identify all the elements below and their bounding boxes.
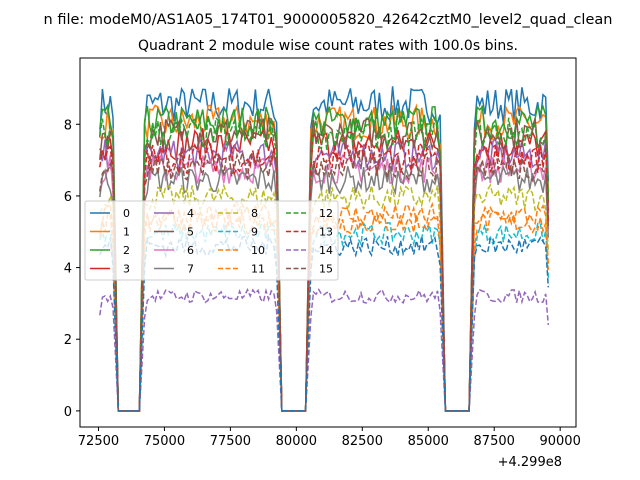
- legend-label: 7: [187, 263, 194, 276]
- series-line-13: [99, 142, 550, 412]
- y-tick-label: 6: [64, 190, 72, 205]
- series-line-5: [99, 116, 550, 412]
- plot-area-frame: [79, 57, 577, 428]
- legend-label: 6: [187, 244, 194, 257]
- legend-label: 0: [123, 207, 130, 220]
- legend-label: 14: [319, 244, 333, 257]
- y-tick-label: 0: [64, 405, 72, 420]
- legend-label: 10: [251, 244, 265, 257]
- legend-label: 3: [123, 263, 130, 276]
- series-line-8: [99, 182, 550, 412]
- x-tick-label: 82500: [342, 434, 383, 449]
- legend-label: 9: [251, 226, 258, 239]
- y-tick-label: 8: [64, 118, 72, 133]
- legend-label: 1: [123, 226, 130, 239]
- series-line-12: [99, 115, 550, 412]
- x-tick-label: 72500: [78, 434, 119, 449]
- legend-label: 8: [251, 207, 258, 220]
- legend-frame: [84, 200, 339, 281]
- x-tick-label: 90000: [539, 434, 580, 449]
- legend-label: 4: [187, 207, 194, 220]
- x-tick-label: 75000: [144, 434, 185, 449]
- x-tick-label: 80000: [276, 434, 317, 449]
- axes-title: Quadrant 2 module wise count rates with …: [138, 38, 518, 54]
- legend-label: 15: [319, 263, 333, 276]
- series-line-0: [99, 86, 550, 412]
- legend-label: 5: [187, 226, 194, 239]
- x-tick-label: 85000: [408, 434, 449, 449]
- figure-suptitle: n file: modeM0/AS1A05_174T01_9000005820_…: [44, 12, 613, 28]
- x-offset-label: +4.299e8: [498, 455, 562, 470]
- legend-label: 2: [123, 244, 130, 257]
- axis-layer: 72500 75000 77500 80000 82500 85000 87500 90000…: [64, 118, 581, 449]
- series-line-15: [99, 148, 550, 412]
- series-line-6: [99, 153, 550, 412]
- legend-label: 11: [251, 263, 265, 276]
- series-line-14: [99, 287, 550, 412]
- x-tick-label: 87500: [474, 434, 515, 449]
- series-line-7: [99, 164, 550, 412]
- y-tick-label: 2: [64, 333, 72, 348]
- legend-label: 13: [319, 226, 333, 239]
- y-tick-label: 4: [64, 262, 72, 277]
- legend-label: 12: [319, 207, 333, 220]
- x-tick-label: 77500: [210, 434, 251, 449]
